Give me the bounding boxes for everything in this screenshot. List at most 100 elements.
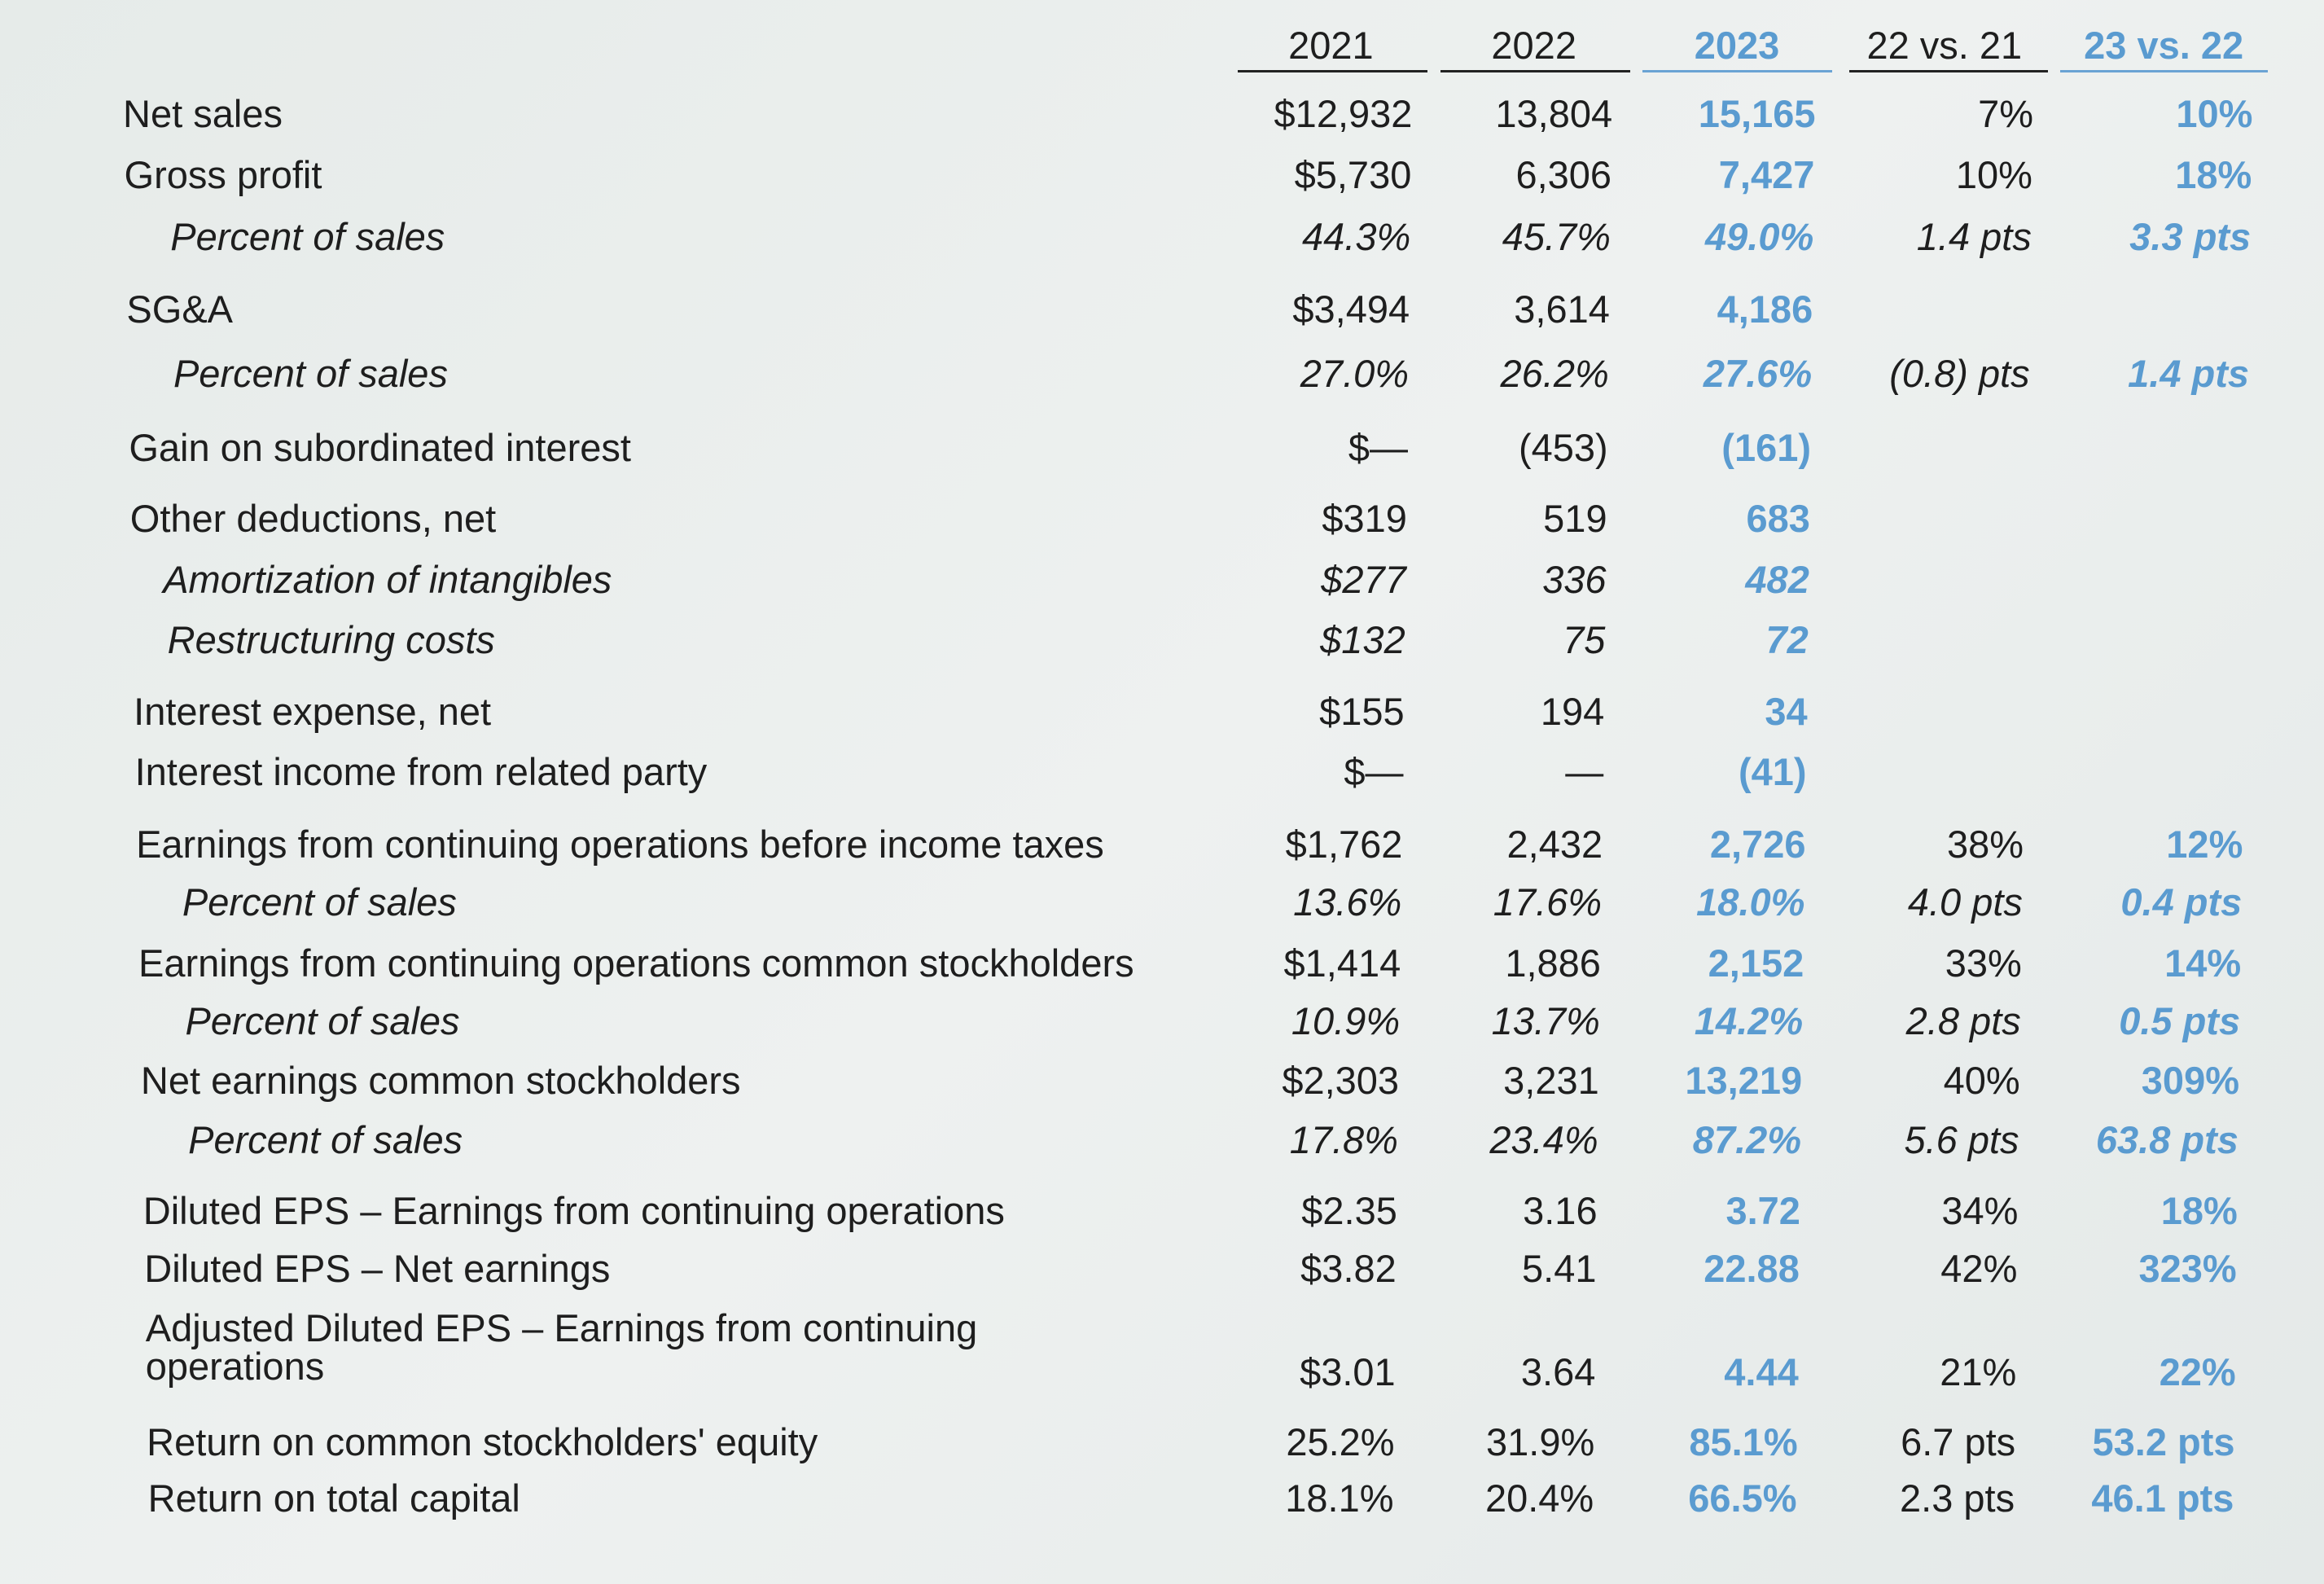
- cell: 3.16: [1523, 1188, 1598, 1232]
- cell: 3.3 pts: [2129, 215, 2252, 259]
- cell: 18%: [2160, 1188, 2238, 1232]
- cell: 14%: [2164, 941, 2242, 985]
- cell: $5,730: [1294, 152, 1412, 196]
- cell: 85.1%: [1689, 1419, 1798, 1463]
- cell: 6.7 pts: [1901, 1419, 2016, 1463]
- column-header: 2021: [1288, 24, 1374, 68]
- column-header: 23 vs. 22: [2084, 24, 2244, 68]
- cell: 519: [1543, 497, 1607, 540]
- cell: 72: [1765, 618, 1809, 662]
- header-rule: [1642, 69, 1832, 72]
- row-label: Diluted EPS – Earnings from continuing o…: [143, 1188, 1005, 1232]
- cell: 87.2%: [1692, 1117, 1802, 1161]
- cell: (453): [1518, 425, 1608, 469]
- cell: 63.8 pts: [2095, 1117, 2238, 1161]
- cell: 49.0%: [1705, 215, 1814, 259]
- cell: 34%: [1941, 1188, 2019, 1232]
- cell: 10%: [1955, 152, 2032, 196]
- cell: 13.6%: [1293, 880, 1402, 924]
- row-label: Restructuring costs: [167, 618, 495, 662]
- row-label: Gain on subordinated interest: [129, 425, 631, 469]
- header-rule: [1440, 69, 1630, 72]
- cell: 33%: [1945, 941, 2022, 985]
- row-label: Net earnings common stockholders: [140, 1058, 741, 1102]
- cell: 2,432: [1506, 823, 1603, 867]
- cell: 2.3 pts: [1900, 1476, 2015, 1520]
- row-label: Percent of sales: [170, 215, 445, 259]
- cell: 17.6%: [1493, 880, 1603, 924]
- cell: 1.4 pts: [2128, 351, 2250, 395]
- cell: 683: [1746, 497, 1810, 540]
- cell: $—: [1344, 750, 1404, 794]
- header-rule: [2059, 69, 2268, 72]
- cell: 27.6%: [1703, 351, 1813, 395]
- cell: 46.1 pts: [2091, 1476, 2234, 1520]
- cell: —: [1565, 750, 1604, 794]
- cell: 3,614: [1514, 287, 1610, 331]
- cell: 6,306: [1515, 152, 1612, 196]
- cell: 45.7%: [1502, 215, 1611, 259]
- cell: $3,494: [1292, 287, 1410, 331]
- cell: 4,186: [1717, 287, 1813, 331]
- cell: 40%: [1943, 1058, 2020, 1102]
- cell: 31.9%: [1486, 1419, 1595, 1463]
- row-label: Percent of sales: [188, 1117, 463, 1161]
- cell: 5.6 pts: [1904, 1117, 2019, 1161]
- cell: $132: [1320, 618, 1405, 662]
- cell: 3,231: [1503, 1058, 1599, 1102]
- cell: 42%: [1940, 1246, 2018, 1290]
- cell: 75: [1563, 618, 1606, 662]
- cell: 5.41: [1522, 1246, 1597, 1290]
- column-header: 2023: [1694, 24, 1780, 68]
- cell: 10%: [2176, 92, 2253, 136]
- row-label: Diluted EPS – Net earnings: [144, 1246, 611, 1290]
- cell: 23.4%: [1489, 1117, 1598, 1161]
- cell: 3.64: [1520, 1350, 1596, 1394]
- cell: 309%: [2141, 1058, 2240, 1102]
- cell: $3.01: [1300, 1350, 1396, 1394]
- cell: 26.2%: [1500, 351, 1609, 395]
- row-label: Adjusted Diluted EPS – Earnings from con…: [145, 1306, 978, 1389]
- cell: 15,165: [1698, 92, 1816, 136]
- cell: 18.1%: [1285, 1476, 1394, 1520]
- header-rule: [1849, 69, 2049, 72]
- cell: 10.9%: [1291, 998, 1401, 1042]
- cell: 482: [1745, 557, 1809, 601]
- cell: 14.2%: [1694, 998, 1804, 1042]
- row-label: Return on total capital: [147, 1476, 520, 1520]
- cell: 21%: [1940, 1350, 2017, 1394]
- row-label: Gross profit: [124, 152, 322, 196]
- cell: 2,152: [1708, 941, 1804, 985]
- cell: $3.82: [1300, 1246, 1397, 1290]
- cell: 12%: [2166, 823, 2243, 867]
- column-header: 22 vs. 21: [1866, 24, 2023, 68]
- cell: 38%: [1946, 823, 2024, 867]
- cell: 13,219: [1685, 1058, 1803, 1102]
- cell: $319: [1322, 497, 1407, 540]
- cell: 4.0 pts: [1907, 880, 2023, 924]
- cell: 22%: [2159, 1350, 2236, 1394]
- cell: $277: [1321, 557, 1406, 601]
- row-label: Percent of sales: [173, 351, 448, 395]
- cell: (41): [1738, 750, 1807, 794]
- cell: 22.88: [1704, 1246, 1800, 1290]
- cell: 18%: [2175, 152, 2252, 196]
- cell: $155: [1319, 689, 1405, 733]
- cell: 17.8%: [1289, 1117, 1398, 1161]
- cell: $1,762: [1285, 823, 1403, 867]
- cell: 25.2%: [1286, 1419, 1395, 1463]
- cell: $12,932: [1274, 92, 1413, 136]
- cell: $—: [1348, 425, 1408, 469]
- cell: $2,303: [1282, 1058, 1400, 1102]
- cell: (0.8) pts: [1889, 351, 2030, 395]
- cell: 13,804: [1495, 92, 1613, 136]
- cell: 13.7%: [1491, 998, 1600, 1042]
- cell: 336: [1542, 557, 1607, 601]
- row-label: Return on common stockholders' equity: [147, 1419, 818, 1463]
- cell: 34: [1765, 689, 1808, 733]
- cell: 0.5 pts: [2119, 998, 2241, 1042]
- cell: 3.72: [1725, 1188, 1800, 1232]
- row-label: Interest expense, net: [134, 689, 492, 733]
- row-label: Other deductions, net: [129, 497, 497, 540]
